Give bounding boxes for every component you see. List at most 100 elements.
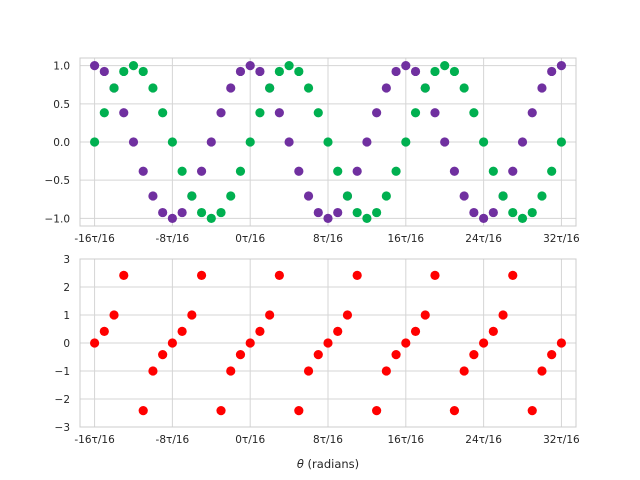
- data-point: [294, 166, 304, 176]
- data-point: [177, 166, 187, 176]
- data-point: [245, 61, 255, 71]
- data-point: [352, 207, 362, 218]
- data-point: [89, 61, 100, 71]
- x-axis-label-text: (radians): [304, 457, 359, 471]
- data-point: [255, 326, 265, 337]
- data-point: [420, 83, 430, 93]
- y-tick-label: 0.5: [53, 99, 70, 111]
- x-axis-label: θ (radians): [297, 457, 359, 471]
- data-point: [449, 166, 460, 176]
- x-tick-label: -8τ/16: [156, 434, 190, 446]
- data-point: [313, 108, 323, 118]
- data-point: [284, 61, 294, 71]
- data-point: [196, 270, 207, 281]
- data-point: [206, 213, 216, 223]
- data-point: [99, 66, 109, 77]
- data-point: [362, 137, 372, 147]
- data-point: [440, 61, 450, 71]
- data-point: [372, 108, 382, 118]
- top-subplot: −1.0 −0.5 0.0 0.5 1.0 -16τ/16 -8τ/16 0τ/16 8τ/16…: [45, 57, 580, 245]
- data-point: [430, 66, 440, 77]
- data-point: [99, 108, 109, 118]
- data-point: [187, 191, 197, 201]
- data-point: [449, 66, 460, 77]
- data-point: [255, 66, 265, 77]
- data-point: [138, 166, 148, 176]
- data-point: [508, 270, 518, 281]
- data-point: [235, 166, 246, 176]
- x-tick-label: -16τ/16: [74, 434, 115, 446]
- data-point: [138, 66, 148, 77]
- data-point: [479, 338, 489, 348]
- y-tick-label: 3: [63, 254, 70, 266]
- data-point: [313, 207, 323, 218]
- y-tick-label: 1: [63, 310, 70, 322]
- data-point: [352, 166, 362, 176]
- data-point: [303, 83, 314, 93]
- data-point: [148, 366, 158, 376]
- data-point: [119, 66, 129, 77]
- data-point: [109, 83, 119, 93]
- y-tick-label: −3: [55, 422, 70, 434]
- data-point: [556, 61, 567, 71]
- y-tick-label: 0.0: [53, 137, 70, 149]
- data-point: [216, 405, 226, 416]
- data-point: [119, 108, 129, 118]
- data-point: [401, 137, 411, 147]
- data-point: [226, 83, 236, 93]
- data-point: [430, 270, 440, 281]
- x-axis-label-symbol: θ: [297, 457, 304, 471]
- data-point: [498, 191, 508, 201]
- data-point: [391, 166, 401, 176]
- x-tick-label: 16τ/16: [388, 233, 425, 245]
- data-point: [216, 207, 226, 218]
- data-point: [128, 61, 139, 71]
- data-point: [372, 207, 382, 218]
- data-point: [196, 166, 207, 176]
- data-point: [547, 66, 557, 77]
- data-point: [479, 137, 489, 147]
- y-tick-label: −2: [55, 394, 70, 406]
- data-point: [138, 405, 148, 416]
- data-point: [206, 137, 216, 147]
- data-point: [294, 405, 304, 416]
- data-point: [323, 137, 333, 147]
- data-point: [158, 207, 168, 218]
- data-point: [556, 137, 567, 147]
- data-point: [89, 137, 100, 147]
- data-point: [381, 191, 391, 201]
- data-point: [255, 108, 265, 118]
- data-point: [527, 108, 537, 118]
- data-point: [177, 207, 187, 218]
- data-point: [440, 137, 450, 147]
- data-point: [167, 213, 177, 223]
- data-point: [342, 310, 353, 320]
- plot-frame: [79, 258, 577, 428]
- data-point: [265, 310, 275, 320]
- x-tick-label: 8τ/16: [313, 233, 343, 245]
- data-point: [430, 108, 440, 118]
- plot-frame: [79, 57, 577, 227]
- data-point: [333, 207, 343, 218]
- data-point: [177, 326, 187, 337]
- data-point: [527, 405, 537, 416]
- data-point: [333, 166, 343, 176]
- data-point: [128, 137, 139, 147]
- data-point: [527, 207, 537, 218]
- data-point: [284, 137, 294, 147]
- data-point: [469, 207, 479, 218]
- data-point: [245, 137, 255, 147]
- data-point: [274, 108, 284, 118]
- data-point: [167, 137, 177, 147]
- data-point: [401, 61, 411, 71]
- data-point: [265, 83, 275, 93]
- data-point: [352, 270, 362, 281]
- x-tick-label: 0τ/16: [235, 233, 265, 245]
- x-tick-label: 32τ/16: [543, 434, 580, 446]
- data-point: [410, 66, 421, 77]
- data-point: [158, 108, 168, 118]
- data-point: [391, 66, 401, 77]
- data-point: [362, 213, 372, 223]
- data-point: [313, 349, 323, 360]
